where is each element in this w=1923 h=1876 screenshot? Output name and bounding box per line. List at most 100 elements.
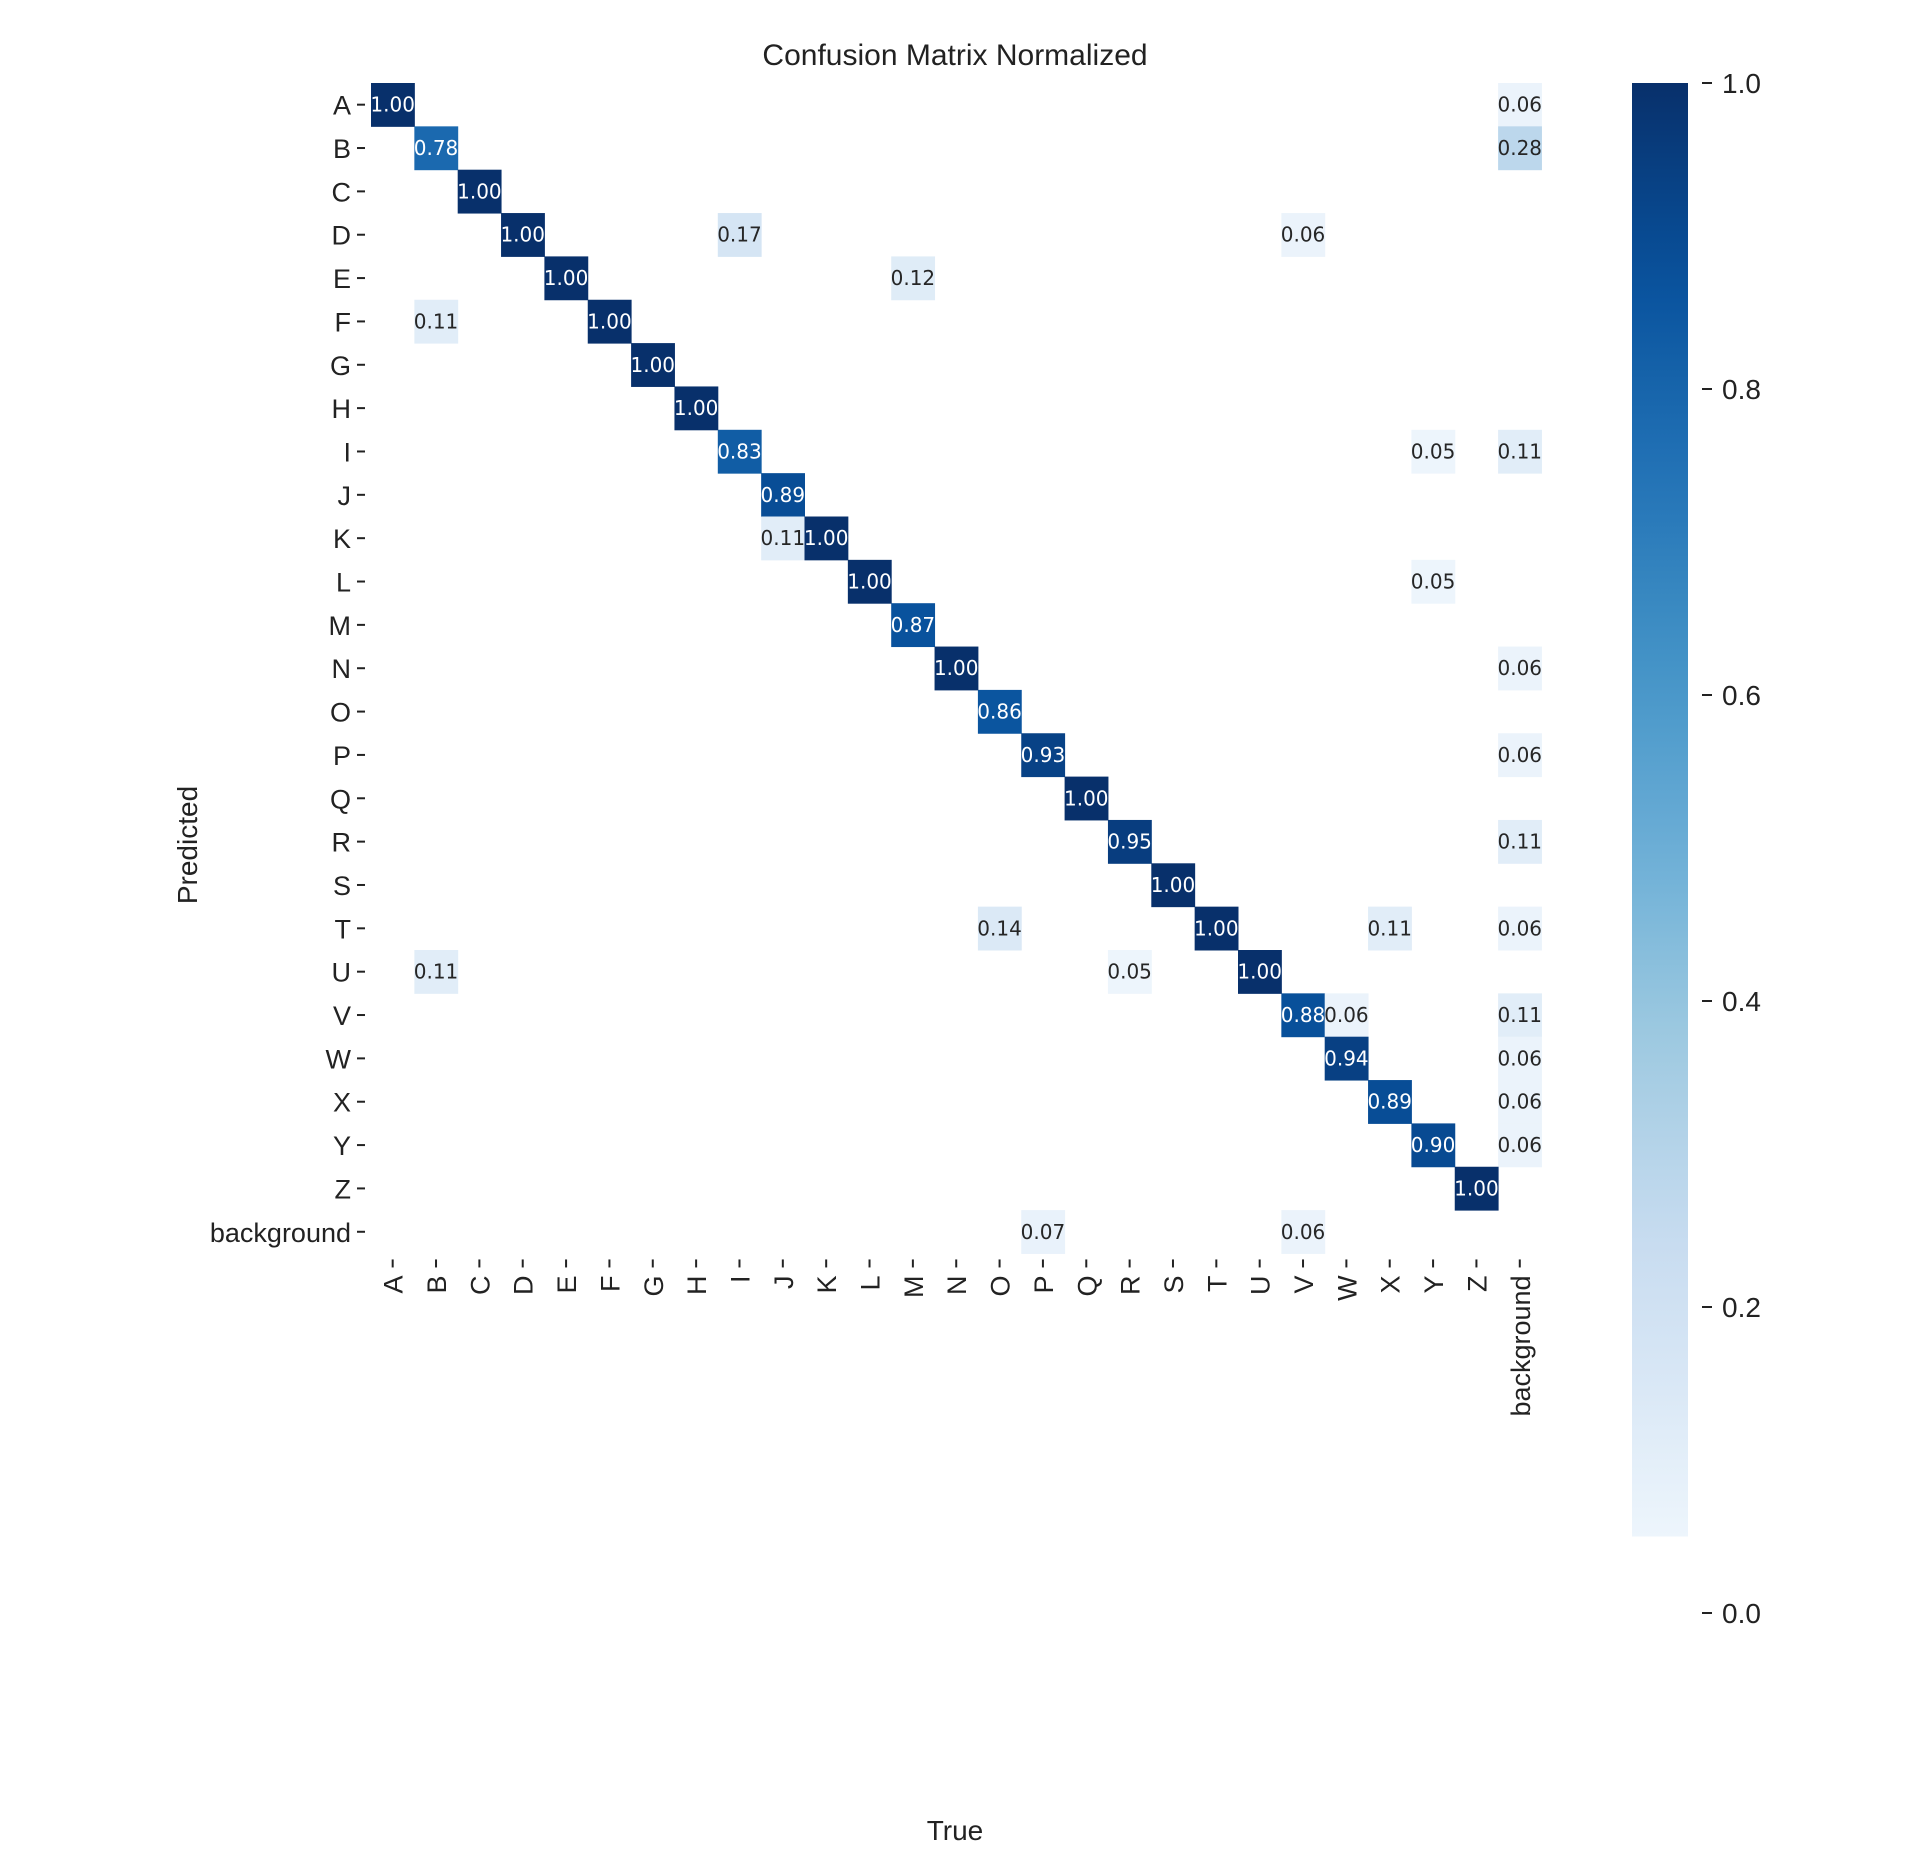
cell-value-label-E-M: 0.12 [891, 266, 936, 290]
cell-value-label-F-F: 1.00 [587, 309, 632, 333]
x-axis-label: True [927, 1815, 984, 1846]
heatmap-cell-background-V [1281, 1210, 1326, 1254]
y-tick-label-E: E [333, 264, 351, 294]
cell-value-label-B-background: 0.28 [1498, 136, 1543, 160]
heatmap-cell-U-R [1107, 950, 1152, 994]
heatmap-cell-background-P [1021, 1210, 1066, 1254]
chart-title: Confusion Matrix Normalized [762, 39, 1147, 72]
heatmap-cell-V-W [1324, 993, 1369, 1038]
y-tick-label-O: O [330, 698, 351, 728]
x-tick-label-X: X [1376, 1275, 1406, 1293]
heatmap-cell-D-D [501, 213, 545, 257]
heatmap-cell-A-background [1498, 83, 1542, 127]
cell-value-label-A-background: 0.06 [1498, 93, 1543, 117]
y-tick-label-U: U [332, 958, 352, 988]
cell-value-label-N-background: 0.06 [1498, 656, 1543, 680]
y-tick-label-A: A [333, 91, 351, 121]
heatmap-cell-I-Y [1411, 429, 1456, 474]
cell-value-label-background-P: 0.07 [1021, 1220, 1066, 1244]
heatmap-cell-K-K [804, 516, 849, 561]
cell-value-label-O-O: 0.86 [977, 700, 1022, 724]
y-axis-label: Predicted [172, 786, 203, 904]
x-tick-label-F: F [595, 1275, 625, 1292]
y-tick-label-Q: Q [330, 784, 351, 814]
colorbar-tick-label-0.8: 0.8 [1722, 374, 1761, 405]
y-tick-label-H: H [332, 394, 352, 424]
heatmap-cell-L-L [847, 559, 892, 604]
cell-value-label-T-X: 0.11 [1367, 916, 1412, 940]
heatmap-cell-T-X [1368, 906, 1412, 951]
heatmap-cell-N-N [934, 646, 979, 691]
cell-value-label-V-background: 0.11 [1498, 1003, 1543, 1027]
heatmap-cell-W-W [1324, 1036, 1369, 1081]
cell-value-label-Z-Z: 1.00 [1454, 1176, 1499, 1200]
x-tick-label-T: T [1202, 1275, 1232, 1292]
heatmap-cell-K-J [761, 516, 805, 561]
y-tick-label-N: N [332, 654, 352, 684]
cell-value-label-L-L: 1.00 [847, 570, 892, 594]
heatmap-cell-V-background [1498, 993, 1542, 1038]
x-tick-label-P: P [1029, 1275, 1059, 1293]
cell-value-label-R-background: 0.11 [1498, 830, 1543, 854]
cell-value-label-A-A: 1.00 [370, 93, 415, 117]
heatmap-cell-R-R [1107, 819, 1152, 864]
heatmap-cell-P-P [1021, 733, 1066, 778]
heatmap-cell-X-X [1368, 1080, 1412, 1124]
cell-value-label-P-P: 0.93 [1021, 743, 1066, 767]
x-tick-label-M: M [899, 1275, 929, 1298]
x-tick-label-background: background [1506, 1275, 1536, 1416]
heatmap-cell-T-O [977, 906, 1022, 951]
heatmap-cell-T-background [1498, 906, 1542, 951]
heatmap-cell-Q-Q [1064, 776, 1109, 821]
x-tick-label-J: J [769, 1275, 799, 1289]
heatmap-cell-labels: 1.00 0.06 0.78 0.28 1.00 1.00 0.17 0.06 1.00 0.12… [370, 93, 1542, 1244]
heatmap-cell-B-B [414, 126, 459, 171]
x-tick-label-K: K [812, 1275, 842, 1293]
cell-value-label-B-B: 0.78 [414, 136, 459, 160]
x-tick-label-Q: Q [1072, 1275, 1102, 1296]
heatmap-cell-Y-Y [1411, 1123, 1456, 1168]
cell-value-label-T-T: 1.00 [1194, 916, 1239, 940]
y-tick-label-S: S [333, 871, 351, 901]
y-tick-label-T: T [335, 914, 352, 944]
colorbar-tick-label-0.6: 0.6 [1722, 680, 1761, 711]
heatmap-cell-N-background [1498, 646, 1542, 691]
cell-value-label-V-W: 0.06 [1324, 1003, 1369, 1027]
y-tick-label-R: R [332, 828, 352, 858]
cell-value-label-X-background: 0.06 [1498, 1090, 1543, 1114]
y-tick-label-Y: Y [333, 1131, 351, 1161]
cell-value-label-V-V: 0.88 [1281, 1003, 1326, 1027]
heatmap-cell-J-J [761, 473, 805, 517]
colorbar-tick-label-0.0: 0.0 [1722, 1598, 1761, 1629]
x-tick-label-D: D [509, 1275, 539, 1295]
cell-value-label-W-background: 0.06 [1498, 1046, 1543, 1070]
y-tick-label-V: V [333, 1001, 351, 1031]
cell-value-label-K-K: 1.00 [804, 526, 849, 550]
heatmap-cell-W-background [1498, 1036, 1542, 1081]
heatmap-cell-M-M [891, 603, 936, 648]
cell-value-label-D-I: 0.17 [717, 223, 762, 247]
x-tick-label-R: R [1116, 1275, 1146, 1295]
cell-value-label-M-M: 0.87 [891, 613, 936, 637]
x-tick-label-S: S [1159, 1275, 1189, 1293]
y-tick-label-W: W [326, 1044, 352, 1074]
y-tick-label-F: F [335, 307, 352, 337]
heatmap-cell-D-I [717, 213, 762, 257]
cell-value-label-I-background: 0.11 [1498, 439, 1543, 463]
y-tick-label-Z: Z [335, 1174, 352, 1204]
heatmap-cells [371, 83, 1542, 1254]
y-tick-label-B: B [333, 134, 351, 164]
cell-value-label-T-O: 0.14 [977, 916, 1022, 940]
y-tick-label-L: L [336, 568, 351, 598]
x-tick-label-A: A [379, 1275, 409, 1293]
heatmap-cell-R-background [1498, 819, 1542, 864]
cell-value-label-P-background: 0.06 [1498, 743, 1543, 767]
cell-value-label-N-N: 1.00 [934, 656, 979, 680]
y-tick-label-X: X [333, 1088, 351, 1118]
cell-value-label-E-E: 1.00 [544, 266, 589, 290]
y-tick-label-D: D [332, 221, 352, 251]
cell-value-label-D-D: 1.00 [500, 223, 545, 247]
heatmap-cell-D-V [1281, 213, 1326, 257]
